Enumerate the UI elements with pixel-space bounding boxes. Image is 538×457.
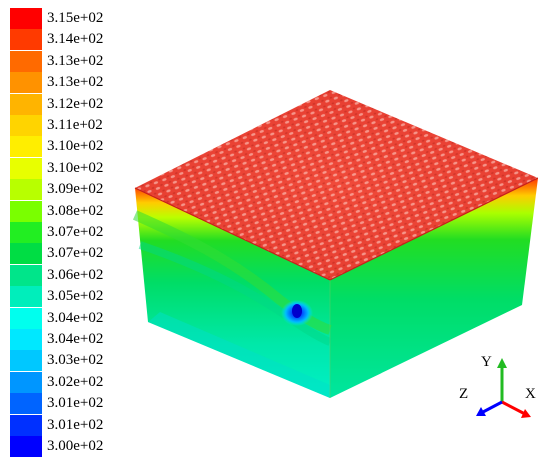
legend-swatch (10, 136, 42, 158)
legend-label: 3.02e+02 (47, 373, 104, 390)
legend-label: 3.01e+02 (47, 395, 104, 412)
legend-swatch (10, 243, 42, 265)
legend-entry: 3.13e+02 (10, 72, 160, 94)
legend-label: 3.01e+02 (47, 416, 104, 433)
legend-swatch (10, 329, 42, 350)
x-axis-arrow (501, 400, 526, 416)
legend-swatch (10, 436, 42, 457)
legend-entry: 3.07e+02 (10, 222, 160, 243)
legend-label: 3.11e+02 (47, 117, 103, 133)
legend-entry: 3.06e+02 (10, 264, 160, 286)
legend-label: 3.14e+02 (47, 31, 104, 48)
legend-swatch (10, 286, 42, 308)
x-axis-label: X (525, 386, 536, 402)
legend-swatch (10, 72, 42, 94)
legend-swatch (10, 371, 42, 393)
legend-entry: 3.00e+02 (10, 436, 160, 457)
legend-label: 3.07e+02 (47, 245, 104, 262)
legend-entry: 3.12e+02 (10, 93, 160, 115)
legend-label: 3.07e+02 (47, 224, 104, 240)
legend-entry: 3.10e+02 (10, 136, 160, 158)
legend-label: 3.03e+02 (47, 352, 104, 369)
legend-entry: 3.08e+02 (10, 200, 160, 222)
legend-label: 3.13e+02 (47, 74, 104, 91)
legend-label: 3.06e+02 (47, 266, 104, 283)
legend-label: 3.13e+02 (47, 52, 104, 69)
legend-swatch (10, 157, 42, 179)
legend-label: 3.09e+02 (47, 181, 104, 198)
legend-swatch (10, 200, 42, 222)
legend-entry: 3.03e+02 (10, 350, 160, 372)
legend-label: 3.08e+02 (47, 202, 104, 219)
legend-entry: 3.04e+02 (10, 329, 160, 350)
legend-swatch (10, 350, 42, 372)
legend-label: 3.04e+02 (47, 331, 104, 347)
legend-entry: 3.14e+02 (10, 29, 160, 51)
legend-entry: 3.01e+02 (10, 393, 160, 415)
legend-entry: 3.04e+02 (10, 307, 160, 329)
legend-swatch (10, 414, 42, 436)
legend-entry: 3.10e+02 (10, 157, 160, 179)
z-axis-label: Z (459, 386, 469, 402)
legend-swatch (10, 222, 42, 243)
legend-swatch (10, 307, 42, 329)
legend-swatch (10, 115, 42, 136)
block-right-face (330, 178, 538, 398)
legend-swatch (10, 29, 42, 51)
color-legend: 3.15e+02 3.14e+02 3.13e+02 3.13e+02 3.12e+02… (0, 0, 160, 457)
legend-label: 3.00e+02 (47, 438, 104, 454)
z-axis-arrow (482, 400, 503, 414)
legend-swatch (10, 179, 42, 201)
legend-label: 3.15e+02 (47, 10, 104, 26)
legend-entry: 3.13e+02 (10, 50, 160, 72)
legend-swatch (10, 8, 42, 29)
legend-entry: 3.07e+02 (10, 243, 160, 265)
legend-label: 3.04e+02 (47, 309, 104, 326)
legend-swatch (10, 393, 42, 415)
legend-label: 3.10e+02 (47, 159, 104, 176)
y-axis-label: Y (481, 354, 492, 370)
legend-swatch (10, 264, 42, 286)
legend-label: 3.12e+02 (47, 95, 104, 112)
legend-entry: 3.11e+02 (10, 115, 160, 136)
axis-triad: Y Z X (445, 350, 538, 430)
legend-entry: 3.15e+02 (10, 8, 160, 29)
legend-entry: 3.01e+02 (10, 414, 160, 436)
legend-entry: 3.02e+02 (10, 371, 160, 393)
legend-entry: 3.05e+02 (10, 286, 160, 308)
legend-entry: 3.09e+02 (10, 179, 160, 201)
legend-swatch (10, 93, 42, 115)
legend-label: 3.05e+02 (47, 288, 104, 305)
legend-swatch (10, 50, 42, 72)
legend-label: 3.10e+02 (47, 138, 104, 155)
